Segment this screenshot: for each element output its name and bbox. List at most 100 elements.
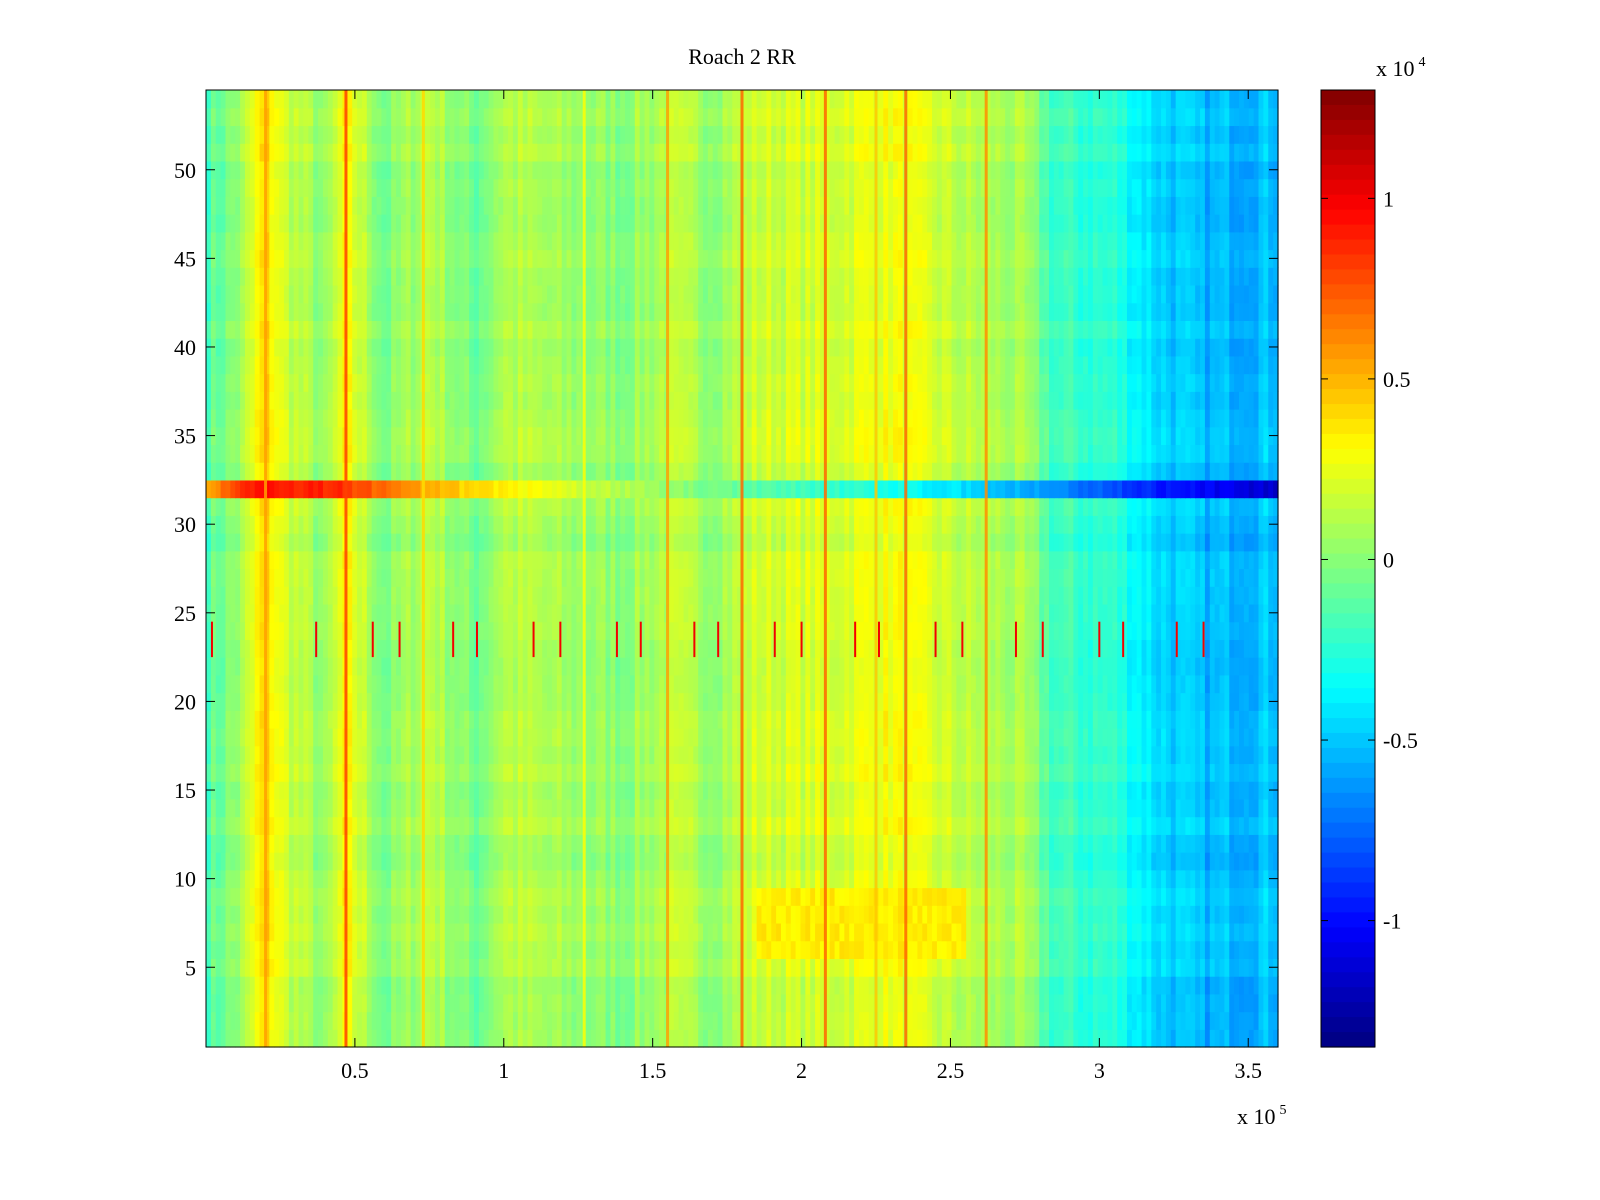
heatmap-cell: [912, 922, 919, 942]
heatmap-cell: [1161, 692, 1167, 711]
heatmap-cell: [1141, 763, 1148, 782]
heatmap-cell: [371, 781, 378, 800]
heatmap-cell: [561, 816, 568, 835]
heatmap-cell: [1200, 728, 1206, 747]
heatmap-cell: [551, 710, 558, 729]
heatmap-cell: [849, 887, 855, 906]
heatmap-cell: [279, 922, 285, 942]
heatmap-cell: [1243, 869, 1250, 889]
heatmap-cell: [522, 816, 529, 835]
heatmap-cell: [829, 922, 836, 942]
heatmap-cell: [824, 781, 831, 800]
heatmap-cell: [634, 993, 641, 1013]
heatmap-cell: [259, 639, 266, 658]
heatmap-cell: [454, 940, 460, 959]
heatmap-cell: [712, 905, 719, 924]
heatmap-cell: [1263, 852, 1269, 871]
heatmap-cell: [230, 958, 236, 977]
heatmap-cell: [595, 745, 602, 765]
heatmap-cell: [649, 1011, 655, 1030]
heatmap-cell: [678, 674, 685, 694]
heatmap-cell: [985, 993, 992, 1013]
heatmap-cell: [386, 763, 392, 782]
heatmap-cell: [829, 887, 836, 906]
heatmap-cell: [732, 887, 738, 906]
heatmap-cell: [293, 976, 300, 995]
heatmap-cell: [322, 958, 329, 977]
heatmap-cell: [849, 763, 855, 782]
heatmap-cell: [615, 1011, 621, 1030]
heatmap-cell: [220, 869, 227, 889]
heatmap-cell: [1010, 905, 1016, 924]
heatmap-cell: [732, 905, 738, 924]
heatmap-cell: [883, 798, 889, 818]
heatmap-cell: [259, 852, 266, 871]
heatmap-cell: [1195, 834, 1201, 853]
heatmap-cell: [254, 976, 261, 995]
heatmap-cell: [659, 869, 665, 889]
heatmap-cell: [274, 922, 280, 942]
heatmap-cell: [391, 922, 397, 942]
heatmap-cell: [1273, 1029, 1279, 1048]
heatmap-cell: [795, 958, 802, 977]
heatmap-cell: [1224, 958, 1230, 977]
heatmap-cell: [386, 940, 392, 959]
heatmap-cell: [917, 922, 923, 942]
heatmap-cell: [707, 869, 714, 889]
heatmap-cell: [532, 763, 538, 782]
heatmap-cell: [956, 958, 962, 977]
heatmap-cell: [600, 692, 607, 711]
heatmap-cell: [897, 728, 904, 747]
heatmap-cell: [1024, 692, 1031, 711]
heatmap-cell: [644, 745, 651, 765]
heatmap-cell: [936, 834, 943, 853]
heatmap-cell: [795, 905, 802, 924]
heatmap-cell: [907, 1029, 914, 1048]
heatmap-cell: [737, 852, 743, 871]
heatmap-cell: [1258, 763, 1264, 782]
heatmap-cell: [819, 958, 826, 977]
heatmap-cell: [819, 657, 826, 676]
heatmap-cell: [703, 728, 709, 747]
heatmap-cell: [703, 674, 709, 694]
heatmap-cell: [595, 710, 602, 729]
heatmap-cell: [732, 940, 738, 959]
heatmap-cell: [376, 869, 383, 889]
heatmap-cell: [376, 710, 383, 729]
heatmap-cell: [308, 993, 314, 1013]
heatmap-cell: [517, 976, 524, 995]
heatmap-cell: [1097, 958, 1104, 977]
heatmap-cell: [1151, 852, 1157, 871]
heatmap-cell: [474, 940, 480, 959]
heatmap-cell: [985, 728, 992, 747]
heatmap-cell: [1224, 781, 1230, 800]
heatmap-cell: [761, 763, 767, 782]
heatmap-cell: [1175, 745, 1182, 765]
heatmap-cell: [215, 674, 222, 694]
heatmap-cell: [396, 674, 402, 694]
heatmap-cell: [449, 922, 456, 942]
heatmap-cell: [220, 922, 227, 942]
heatmap-cell: [469, 692, 475, 711]
heatmap-cell: [1102, 940, 1109, 959]
heatmap-cell: [805, 728, 811, 747]
heatmap-cell: [517, 940, 524, 959]
heatmap-cell: [766, 976, 772, 995]
heatmap-cell: [922, 710, 928, 729]
heatmap-cell: [771, 798, 777, 818]
heatmap-cell: [1014, 1029, 1021, 1048]
heatmap-cell: [303, 958, 309, 977]
heatmap-cell: [956, 905, 962, 924]
heatmap-cell: [498, 745, 504, 765]
heatmap-cell: [956, 763, 962, 782]
heatmap-cell: [888, 852, 894, 871]
heatmap-cell: [410, 657, 417, 676]
heatmap-cell: [707, 922, 714, 942]
heatmap-cell: [210, 1029, 217, 1048]
heatmap-cell: [1087, 745, 1094, 765]
heatmap-cell: [391, 639, 397, 658]
heatmap-cell: [1195, 1011, 1201, 1030]
heatmap-cell: [352, 798, 358, 818]
heatmap-cell: [858, 1011, 865, 1030]
heatmap-cell: [1014, 763, 1021, 782]
